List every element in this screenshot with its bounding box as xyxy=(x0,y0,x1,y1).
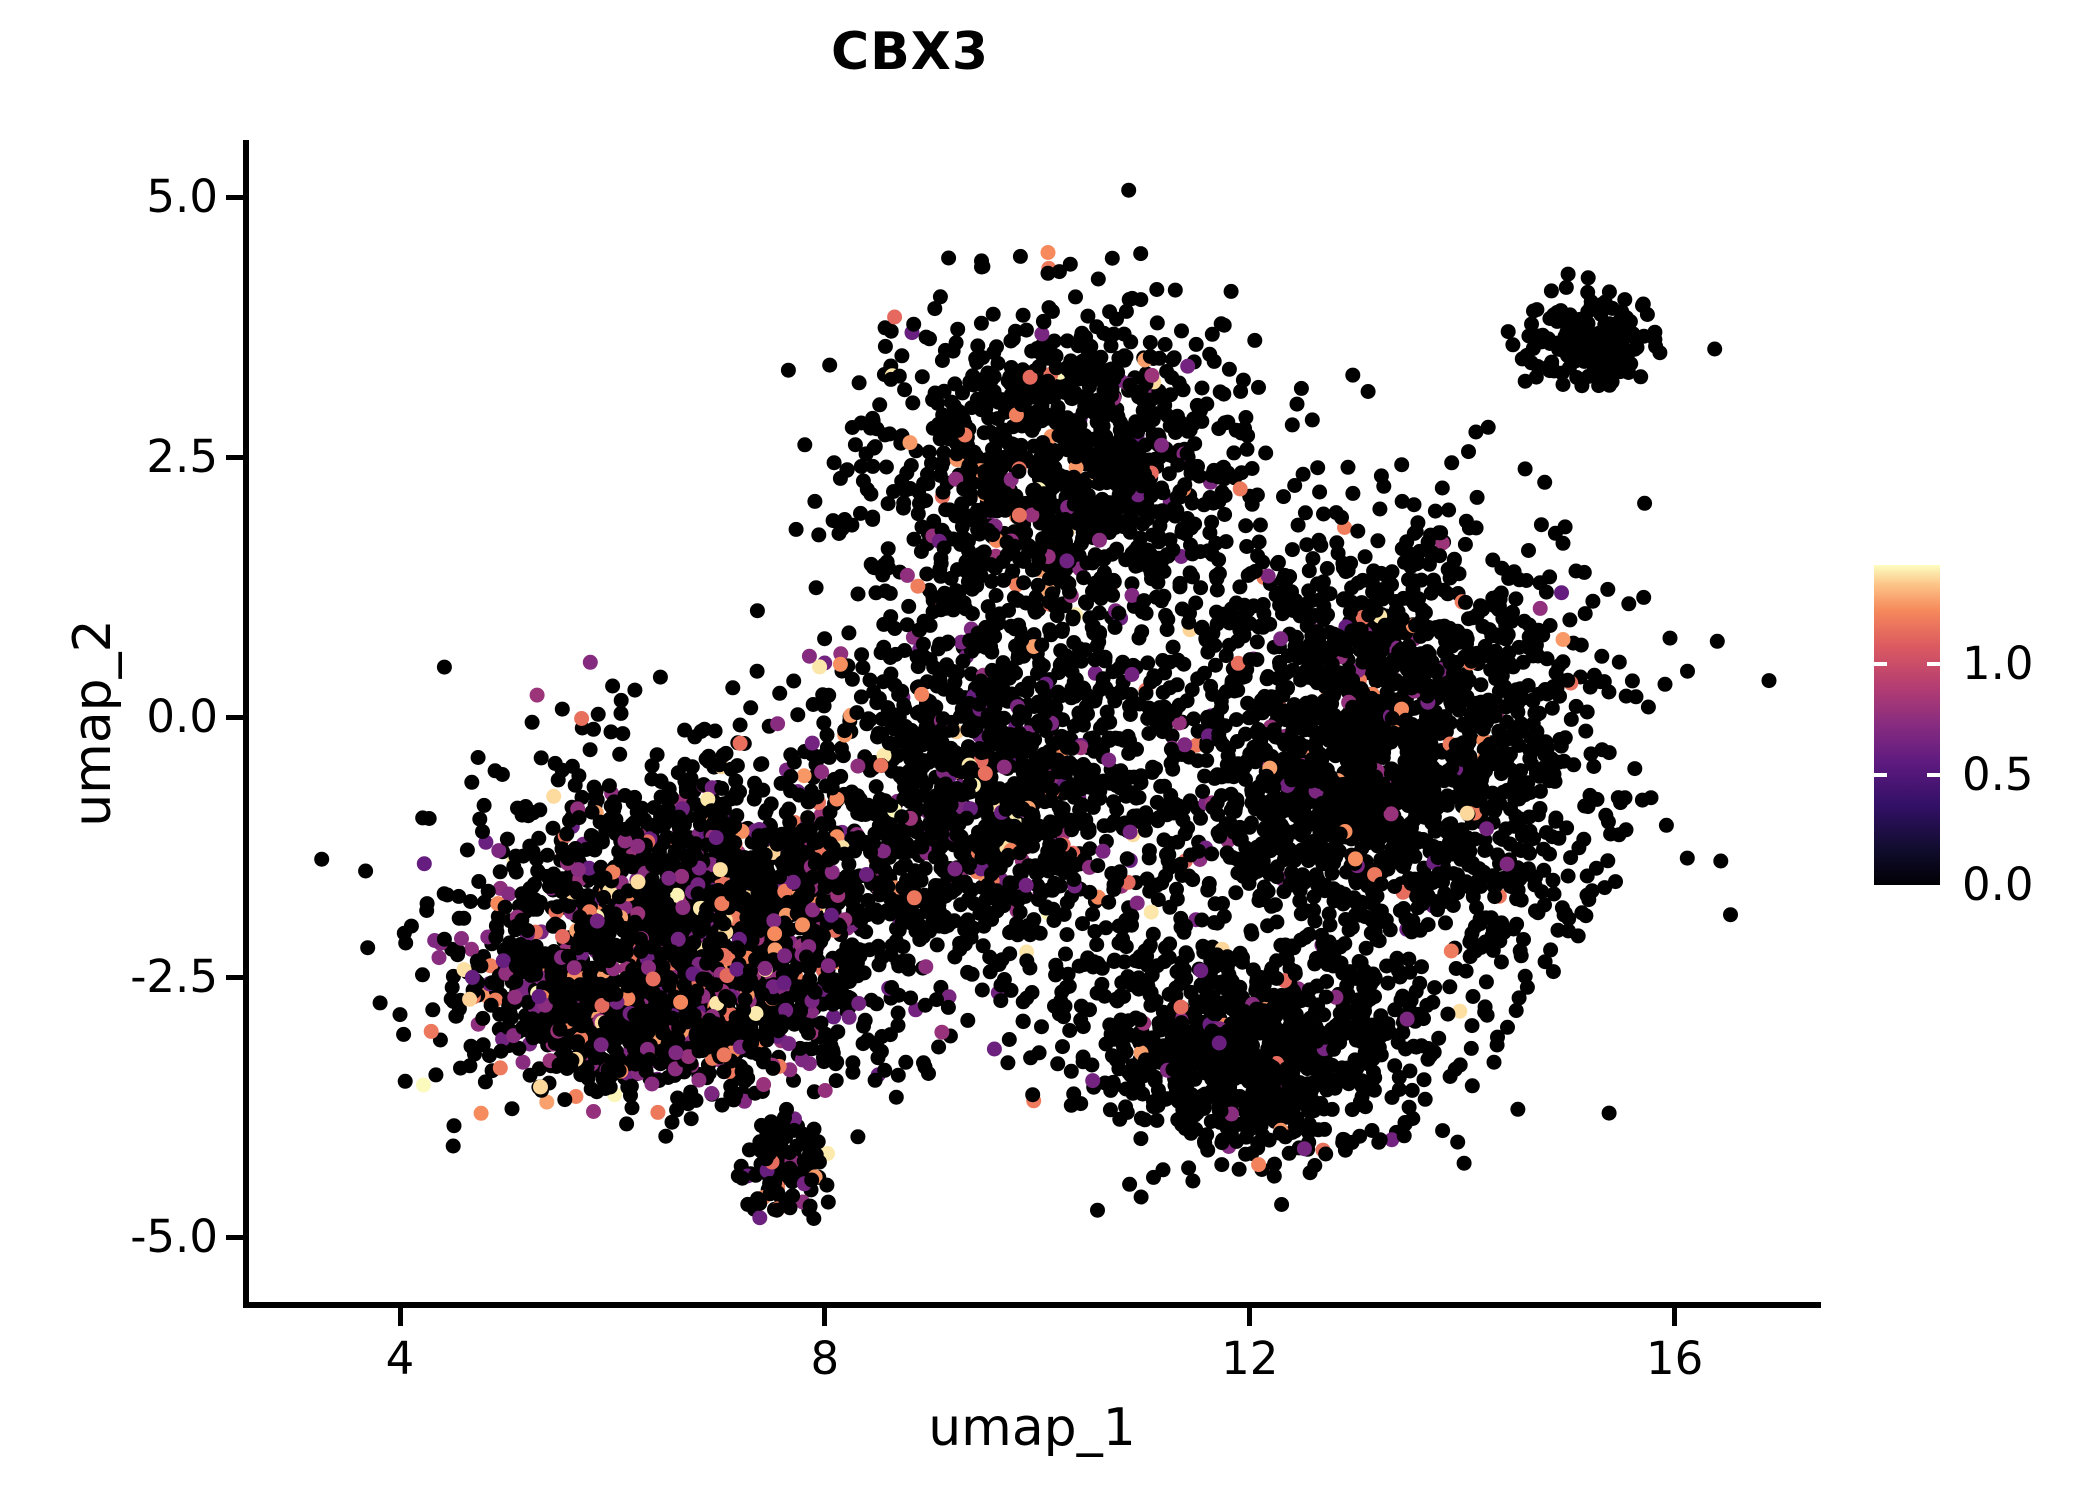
y-axis-title: umap_2 xyxy=(63,619,123,827)
colorbar-tick-label: 1.0 xyxy=(1962,637,2034,691)
colorbar-tick-label: 0.0 xyxy=(1962,858,2034,911)
y-tick-label: 0.0 xyxy=(146,690,218,744)
scatter-points-svg xyxy=(314,182,1777,1226)
x-tick-mark xyxy=(822,1308,828,1326)
y-tick-label: 5.0 xyxy=(146,170,218,224)
colorbar-gradient xyxy=(1874,565,1940,885)
x-tick-label: 12 xyxy=(1221,1332,1279,1385)
y-tick-mark xyxy=(226,1234,244,1240)
x-axis-spine xyxy=(243,1302,1821,1308)
colorbar: 1.0 0.5 0.0 xyxy=(1874,565,2094,907)
x-tick-mark xyxy=(1672,1308,1678,1326)
x-tick-label: 8 xyxy=(810,1332,840,1385)
y-tick-label: 2.5 xyxy=(146,430,218,484)
x-tick-label: 4 xyxy=(385,1332,415,1385)
y-tick-label: -2.5 xyxy=(130,950,218,1004)
chart-title: CBX3 xyxy=(830,22,990,82)
x-tick-label: 16 xyxy=(1645,1332,1704,1385)
y-tick-label: -5.0 xyxy=(130,1210,218,1264)
y-tick-mark xyxy=(226,974,244,980)
scatter-points-layer xyxy=(246,140,1818,1305)
y-tick-mark xyxy=(226,194,244,200)
plot-area xyxy=(246,140,1818,1305)
y-tick-mark xyxy=(226,454,244,460)
colorbar-tick-label: 0.5 xyxy=(1962,747,2034,801)
x-tick-mark xyxy=(1247,1308,1253,1326)
y-axis-spine xyxy=(243,140,249,1308)
y-tick-mark xyxy=(226,714,244,720)
x-tick-mark xyxy=(397,1308,403,1326)
x-axis-title: umap_1 xyxy=(928,1398,1136,1458)
